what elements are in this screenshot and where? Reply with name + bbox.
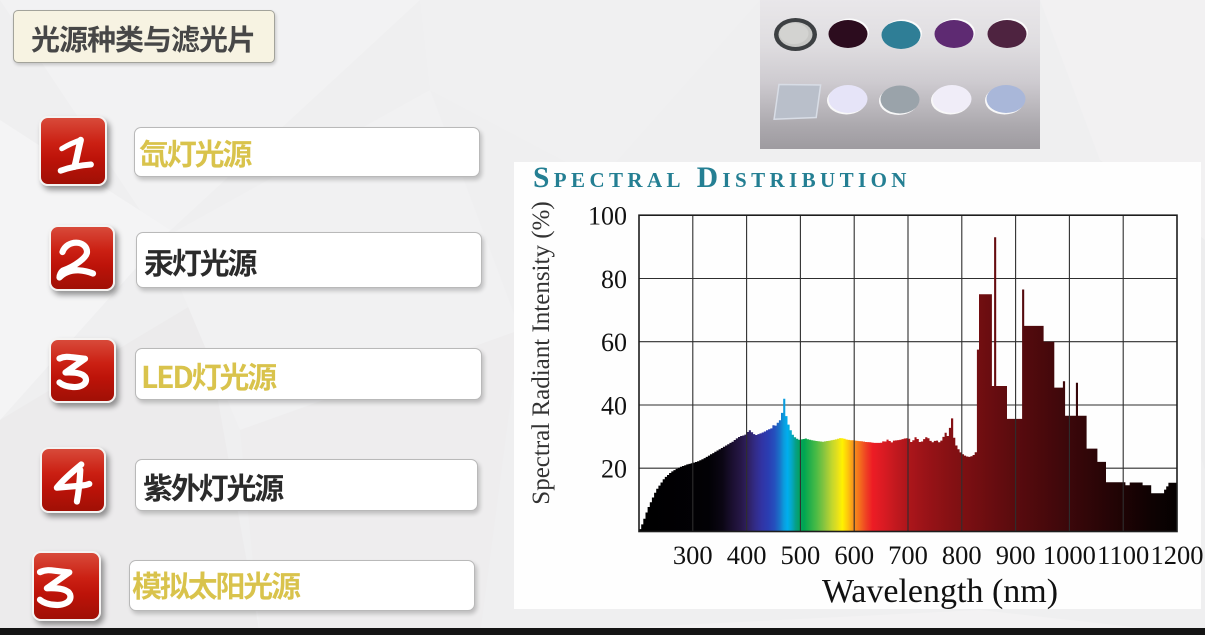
svg-text:1100: 1100 <box>1097 540 1149 570</box>
svg-text:80: 80 <box>601 265 627 294</box>
svg-text:60: 60 <box>601 328 627 357</box>
svg-text:300: 300 <box>673 540 713 570</box>
svg-text:20: 20 <box>601 455 627 484</box>
svg-text:400: 400 <box>727 540 767 570</box>
svg-text:700: 700 <box>888 540 928 570</box>
svg-text:40: 40 <box>601 392 627 421</box>
svg-text:1200: 1200 <box>1151 540 1204 570</box>
svg-text:800: 800 <box>942 540 982 570</box>
svg-text:Spectral Distribution: Spectral Distribution <box>533 162 911 194</box>
svg-text:500: 500 <box>781 540 821 570</box>
svg-text:Spectral Radiant Intensity (%): Spectral Radiant Intensity (%) <box>528 201 555 504</box>
svg-text:Wavelength (nm): Wavelength (nm) <box>822 573 1058 610</box>
svg-text:1000: 1000 <box>1043 540 1096 570</box>
svg-text:600: 600 <box>834 540 874 570</box>
svg-text:100: 100 <box>588 202 627 231</box>
svg-text:900: 900 <box>996 540 1036 570</box>
